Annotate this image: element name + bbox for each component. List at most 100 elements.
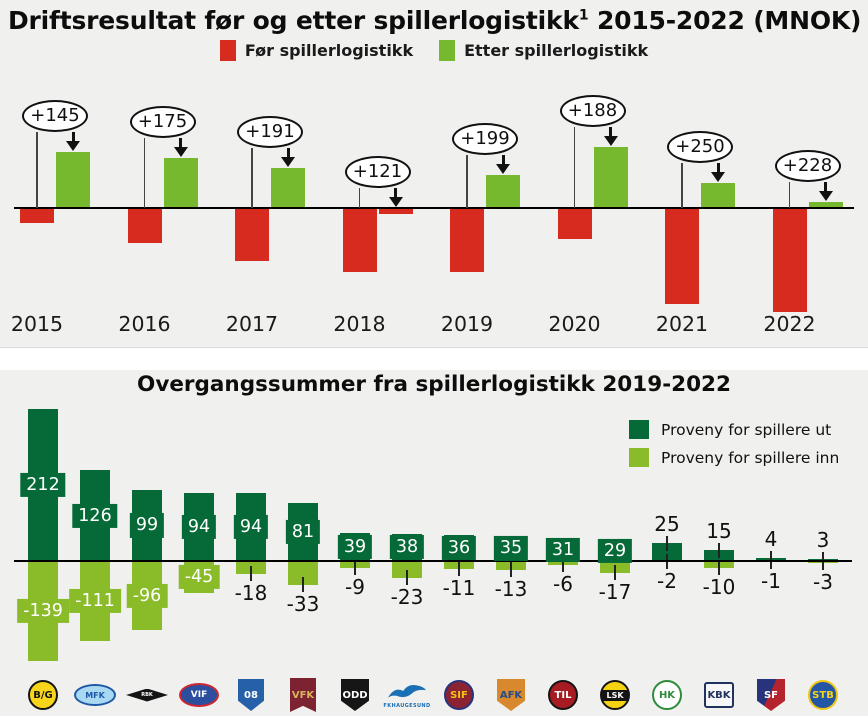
annotation-oval-2020: +188: [559, 95, 626, 128]
value-tick-inn-5: [302, 576, 304, 592]
club-logo-bod-glimt: B/G: [19, 672, 67, 716]
club-abbr-5: VFK: [291, 689, 315, 701]
club-abbr-9: AFK: [499, 689, 523, 701]
bar-etter-2019: [486, 175, 520, 208]
annotation-arrow-head-2021: [711, 172, 725, 182]
annotation-oval-2019: +199: [452, 123, 518, 156]
top-chart-x-axis: [14, 207, 854, 209]
bar-for-2015: [20, 209, 54, 223]
annotation-arrow-head-2017: [281, 157, 295, 168]
legend-label-for: Før spillerlogistikk: [244, 41, 414, 60]
club-logo-odd: ODD: [331, 672, 379, 716]
bar-etter-2022: [808, 201, 843, 208]
value-tick-ut-12: [666, 536, 668, 551]
club-abbr-13: KBK: [707, 689, 731, 701]
club-band-11: LSK: [602, 689, 628, 701]
value-label-ut-13: 15: [706, 519, 732, 544]
year-label-2022: 2022: [763, 312, 816, 336]
club-logo-shape-0: B/G: [28, 680, 58, 710]
club-logo-shape-2: RBK: [126, 688, 168, 702]
value-box-ut-3: 94: [181, 515, 217, 540]
club-logo-viking: VFK: [279, 672, 327, 716]
seagull-logo-icon: [387, 684, 427, 698]
bottom-chart-legend: Proveny for spillere ut Proveny for spil…: [629, 420, 839, 467]
annotation-arrow-head-2022: [818, 190, 833, 201]
bar-for-2020: [557, 209, 592, 239]
club-abbr-4: 08: [244, 689, 258, 701]
bar-for-2021: [665, 209, 699, 305]
club-abbr-2: RBK: [141, 692, 153, 698]
club-logo-shape-6: ODD: [341, 679, 369, 711]
year-label-2016: 2016: [118, 312, 171, 336]
panel-divider: [0, 348, 868, 370]
annotation-arrow-head-2016: [173, 147, 188, 157]
top-chart-legend: Før spillerlogistikk Etter spillerlogist…: [0, 40, 868, 61]
value-box-ut-0: 212: [20, 472, 66, 497]
legend-chip-etter-icon: [439, 40, 456, 61]
legend-item-etter: Etter spillerlogistikk: [439, 40, 648, 61]
club-logo-molde: MFK: [71, 672, 119, 716]
club-logo-shape-15: STB: [808, 680, 838, 710]
bar-for-2018: [342, 209, 377, 272]
value-tick-inn-8: [458, 560, 460, 576]
annotation-arrow-shaft-2021: [716, 163, 720, 172]
annotation-arrow-shaft-2016: [179, 138, 182, 147]
bar-etter-2016: [163, 158, 198, 208]
legend-label-ut: Proveny for spillere ut: [661, 420, 832, 439]
bar-for-2022: [772, 209, 807, 313]
annotation-oval-2015: +145: [22, 100, 88, 133]
annotation-arrow-shaft-2022: [824, 181, 827, 191]
bar-inn-7: [392, 561, 422, 578]
club-logo-str-msgodset: SIF: [435, 672, 483, 716]
value-label-ut-14: 4: [764, 527, 778, 552]
bar-etter-2020: [593, 147, 628, 208]
annotation-arrow-head-2020: [603, 136, 618, 147]
annotation-line-2022: [788, 181, 790, 208]
club-logo-shape-9: AFK: [497, 679, 525, 711]
value-box-ut-10: 31: [545, 537, 581, 562]
annotation-oval-2022: +228: [774, 149, 841, 182]
value-label-inn-12: -2: [657, 569, 677, 594]
annotation-line-2018: [358, 188, 360, 208]
value-box-ut-4: 94: [233, 515, 269, 540]
value-tick-inn-9: [510, 562, 512, 578]
value-tick-inn-11: [614, 565, 616, 581]
club-abbr-0: B/G: [33, 689, 53, 701]
club-caption-7: FKHAUGESUND: [383, 702, 431, 709]
value-tick-inn-6: [354, 559, 356, 575]
club-logo-shape-11: LSK: [600, 680, 630, 710]
club-logo-kristiansund: KBK: [695, 672, 743, 716]
bar-etter-2021: [701, 183, 735, 208]
value-box-ut-7: 38: [389, 535, 425, 560]
club-abbr-15: STB: [812, 689, 834, 701]
value-tick-inn-13: [718, 560, 720, 576]
year-label-2015: 2015: [10, 312, 64, 336]
club-logo-aalesund: AFK: [487, 672, 535, 716]
value-label-inn-10: -6: [553, 572, 573, 597]
bar-for-2017: [235, 209, 269, 261]
value-box-inn-3: -45: [178, 565, 220, 590]
bar-for-2019: [450, 209, 484, 272]
bar-etter-2018: [378, 209, 413, 214]
value-label-inn-6: -9: [345, 574, 365, 599]
value-label-inn-8: -11: [442, 575, 476, 600]
club-logo-shape-5: VFK: [290, 678, 316, 712]
club-logo-shape-1: MFK: [74, 684, 116, 706]
value-label-ut-12: 25: [654, 512, 680, 536]
club-logo-shape-10: TIL: [548, 680, 578, 710]
annotation-line-2019: [466, 155, 468, 208]
year-label-2019: 2019: [440, 312, 494, 336]
annotation-oval-2016: +175: [129, 106, 196, 138]
club-abbr-6: ODD: [342, 689, 368, 701]
value-label-inn-11: -17: [598, 580, 632, 605]
club-logo-sandefjord: SF: [747, 672, 795, 716]
legend-label-etter: Etter spillerlogistikk: [464, 41, 649, 60]
value-box-ut-2: 99: [129, 513, 165, 538]
club-abbr-12: HK: [658, 689, 676, 701]
annotation-line-2017: [251, 148, 253, 208]
top-chart-title-text: Driftsresultat før og etter spillerlogis…: [8, 6, 579, 35]
top-chart-title-range: 2015-2022 (MNOK): [588, 6, 862, 35]
value-label-inn-14: -1: [761, 568, 781, 593]
